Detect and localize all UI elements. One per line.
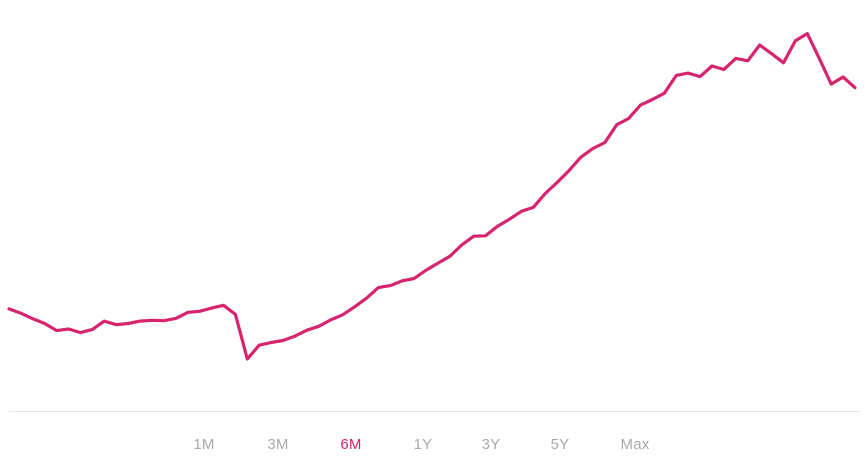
range-tab-5y[interactable]: 5Y: [550, 436, 570, 453]
range-tab-max[interactable]: Max: [620, 436, 650, 453]
price-chart-svg: [7, 32, 857, 361]
range-tab-3y[interactable]: 3Y: [481, 436, 501, 453]
price-series-line: [7, 32, 857, 361]
range-tab-1m[interactable]: 1M: [193, 436, 215, 453]
price-chart[interactable]: [0, 0, 868, 412]
range-tab-3m[interactable]: 3M: [267, 436, 289, 453]
range-tab-6m[interactable]: 6M: [340, 436, 362, 453]
chart-baseline: [9, 411, 859, 412]
range-tab-1y[interactable]: 1Y: [413, 436, 433, 453]
range-selector: 1M 3M 6M 1Y 3Y 5Y Max: [0, 428, 868, 462]
